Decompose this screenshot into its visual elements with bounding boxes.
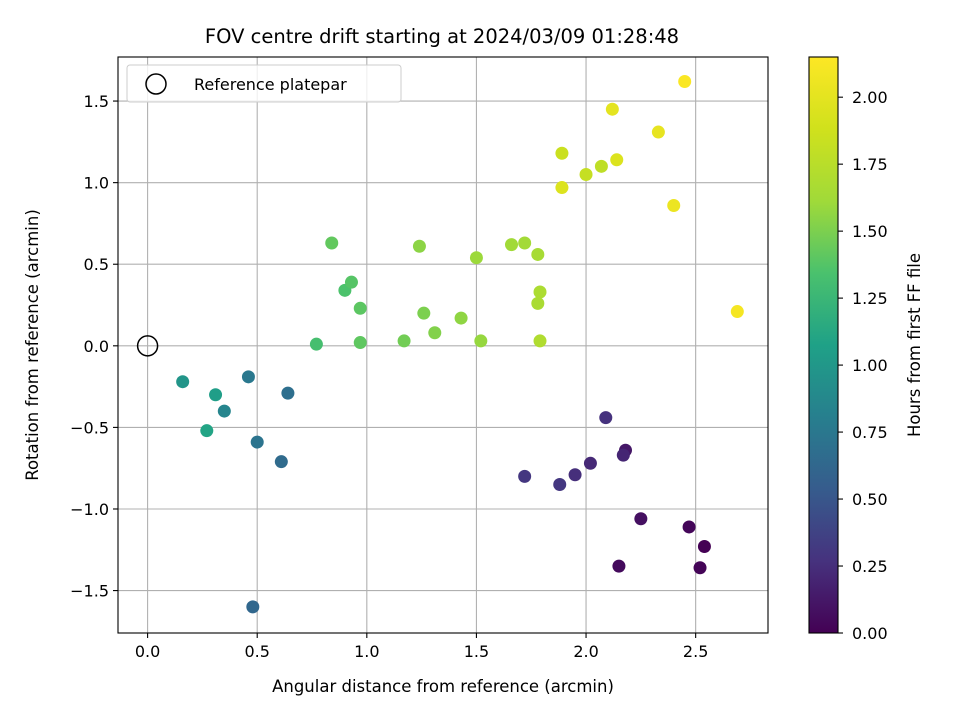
data-point xyxy=(555,181,569,195)
data-point xyxy=(682,520,696,534)
data-point xyxy=(568,468,582,482)
colorbar-tick-label: 0.25 xyxy=(852,557,888,576)
data-point xyxy=(176,375,190,389)
data-point xyxy=(250,435,264,449)
data-point xyxy=(599,411,613,425)
data-point xyxy=(209,388,223,402)
data-point xyxy=(531,296,545,310)
data-point xyxy=(583,456,597,470)
data-point xyxy=(417,306,431,320)
data-point xyxy=(412,239,426,253)
data-point xyxy=(579,167,593,181)
x-tick-label: 1.5 xyxy=(464,642,489,661)
data-point xyxy=(469,251,483,265)
data-point xyxy=(678,74,692,88)
data-point xyxy=(616,448,630,462)
x-axis-ticks: 0.0 0.5 1.0 1.5 2.0 2.5 xyxy=(135,633,708,661)
data-point xyxy=(454,311,468,325)
scatter-points xyxy=(136,74,744,614)
data-point xyxy=(533,285,547,299)
colorbar-tick-label: 0.00 xyxy=(852,624,888,643)
data-point xyxy=(246,600,260,614)
legend-marker xyxy=(145,73,167,95)
colorbar-label: Hours from first FF file xyxy=(905,253,924,437)
data-point xyxy=(353,336,367,350)
data-point xyxy=(428,326,442,340)
data-point xyxy=(531,247,545,261)
data-point xyxy=(518,236,532,250)
y-tick-label: 1.5 xyxy=(84,92,109,111)
y-tick-label: −0.5 xyxy=(70,418,109,437)
colorbar: 0.00 0.25 0.50 0.75 1.00 1.25 1.50 1.75 2.00 Hou… xyxy=(808,56,924,643)
y-tick-label: −1.5 xyxy=(70,582,109,601)
x-tick-label: 0.5 xyxy=(244,642,269,661)
x-tick-label: 2.0 xyxy=(573,642,598,661)
data-point xyxy=(325,236,339,250)
data-point xyxy=(353,301,367,315)
colorbar-tick-label: 2.00 xyxy=(852,88,888,107)
data-point xyxy=(281,386,295,400)
plot-area-frame xyxy=(117,56,769,634)
data-point xyxy=(612,559,626,573)
y-axis-label: Rotation from reference (arcmin) xyxy=(23,209,42,481)
y-tick-label: 0.0 xyxy=(84,337,109,356)
data-point xyxy=(200,424,214,438)
data-point xyxy=(505,238,519,252)
colorbar-ticks: 0.00 0.25 0.50 0.75 1.00 1.25 1.50 1.75 2.00 xyxy=(838,88,888,643)
data-point xyxy=(634,512,648,526)
y-tick-label: −1.0 xyxy=(70,500,109,519)
data-point xyxy=(533,334,547,348)
data-point xyxy=(651,125,665,139)
x-tick-label: 2.5 xyxy=(683,642,708,661)
colorbar-tick-label: 1.50 xyxy=(852,222,888,241)
y-axis-ticks: −1.5 −1.0 −0.5 0.0 0.5 1.0 1.5 xyxy=(70,92,118,601)
colorbar-tick-label: 1.25 xyxy=(852,289,888,308)
data-point xyxy=(555,146,569,160)
data-point xyxy=(553,478,567,492)
x-tick-label: 1.0 xyxy=(354,642,379,661)
data-point xyxy=(397,334,411,348)
x-axis-label: Angular distance from reference (arcmin) xyxy=(272,677,614,696)
data-point xyxy=(241,370,255,384)
data-point xyxy=(697,540,711,554)
legend-label: Reference platepar xyxy=(194,75,347,94)
data-point xyxy=(605,102,619,116)
x-tick-label: 0.0 xyxy=(135,642,160,661)
data-point xyxy=(667,198,681,212)
colorbar-tick-label: 1.00 xyxy=(852,356,888,375)
colorbar-tick-label: 1.75 xyxy=(852,155,888,174)
legend-box xyxy=(126,64,402,103)
y-tick-label: 0.5 xyxy=(84,255,109,274)
data-point xyxy=(518,469,532,483)
legend: Reference platepar xyxy=(126,64,402,103)
data-point xyxy=(730,305,744,319)
chart-title: FOV centre drift starting at 2024/03/09 … xyxy=(205,25,679,48)
data-point xyxy=(344,275,358,289)
grid-lines xyxy=(118,57,768,633)
colorbar-tick-label: 0.50 xyxy=(852,490,888,509)
data-point xyxy=(309,337,323,351)
data-point xyxy=(610,153,624,167)
colorbar-frame xyxy=(808,56,839,634)
colorbar-tick-label: 0.75 xyxy=(852,423,888,442)
data-point xyxy=(274,455,288,469)
data-point xyxy=(474,334,488,348)
colorbar-gradient xyxy=(809,57,838,633)
y-tick-label: 1.0 xyxy=(84,174,109,193)
reference-platepar-marker xyxy=(136,335,159,357)
data-point xyxy=(217,404,231,418)
data-point xyxy=(594,159,608,173)
data-point xyxy=(693,561,707,575)
